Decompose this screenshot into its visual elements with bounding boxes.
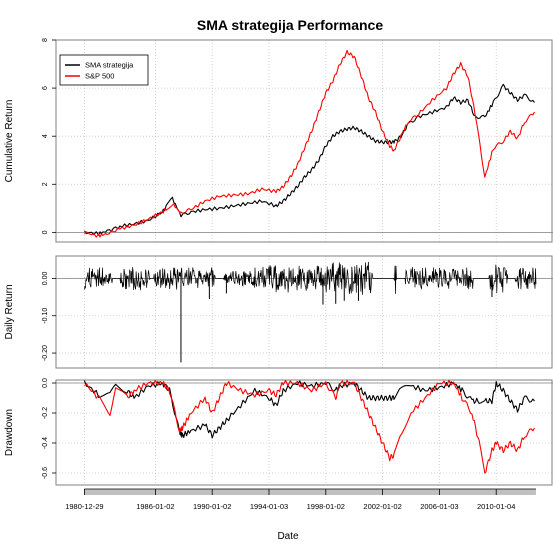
x-axis-label: Date [277,531,299,542]
y-tick-label: -0.6 [42,467,49,479]
y-tick-label: 6 [42,86,49,90]
x-tick-label: 2006-01-03 [420,502,458,511]
y-tick-label: -0.4 [42,437,49,449]
drawdown-line-sp500 [84,379,535,474]
chart-title: SMA strategija Performance [197,17,383,33]
y-tick-label: 0.0 [42,378,49,388]
x-tick-label: 1990-01-02 [193,502,231,511]
y-tick-label: -0.2 [42,407,49,419]
x-tick-label: 1998-01-02 [307,502,345,511]
y-axis-label: Drawdown [4,409,15,456]
y-tick-label: 8 [42,38,49,42]
panel-frame [55,379,553,486]
x-axis-band [84,489,536,495]
x-tick-label: 1986-01-02 [136,502,174,511]
x-tick-label: 1980-12-29 [65,502,103,511]
y-axis-label: Cumulative Return [4,100,15,183]
series-line-sp500 [84,49,535,238]
grid-layer [56,39,553,485]
x-tick-label: 2010-01-04 [477,502,515,511]
y-tick-label: 2 [42,182,49,186]
series-layer [83,49,537,474]
legend-label: S&P 500 [85,72,114,81]
series-line-sma [83,83,535,236]
legend: SMA strategija S&P 500 [59,54,149,86]
panel-frame [55,39,553,243]
y-tick-label: 0.00 [42,271,49,285]
x-tick-label: 2002-01-02 [363,502,401,511]
legend-box [59,54,149,86]
legend-label: SMA strategija [85,61,134,70]
panel-frame [55,255,553,369]
axes-layer: 0 2 4 6 8 Cumulative Return 0.00 -0.10 -0.20 Dail… [4,38,536,511]
y-tick-label: -0.20 [42,345,49,361]
y-tick-label: 4 [42,134,49,138]
panel-frames [55,39,553,486]
x-tick-label: 1994-01-03 [250,502,288,511]
daily-return-line [84,261,537,295]
drawdown-line-sma [83,380,535,439]
y-axis-label: Daily Return [4,284,15,339]
y-tick-label: 0 [42,230,49,234]
y-tick-label: -0.10 [42,308,49,324]
